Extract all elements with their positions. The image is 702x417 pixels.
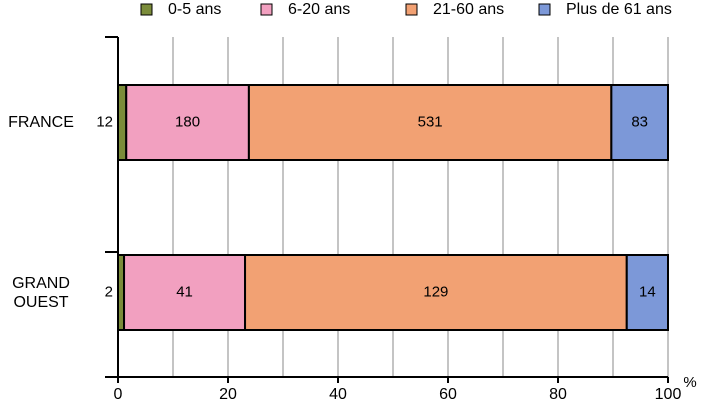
x-tick-label: 20	[219, 386, 237, 403]
x-tick-label: 0	[114, 386, 123, 403]
legend-label: 0-5 ans	[168, 1, 221, 18]
category-label: FRANCE	[8, 114, 74, 131]
bar-segment	[610, 84, 669, 161]
count-label: 12	[96, 113, 113, 130]
legend-swatch	[405, 3, 418, 16]
x-tick-label: 80	[549, 386, 567, 403]
x-unit: %	[683, 374, 696, 391]
x-tick-label: 60	[439, 386, 457, 403]
count-label: 2	[105, 283, 113, 300]
count-label: 129	[423, 283, 448, 300]
x-tick-label: 40	[329, 386, 347, 403]
legend-swatch	[140, 3, 153, 16]
bar-segment	[625, 254, 669, 331]
count-label: 531	[418, 113, 443, 130]
count-label: 180	[175, 113, 200, 130]
category-label: GRAND OUEST	[12, 274, 70, 311]
legend-label: Plus de 61 ans	[566, 1, 672, 18]
bar-segment	[123, 254, 247, 331]
count-label: 14	[639, 283, 656, 300]
legend-label: 6-20 ans	[288, 1, 350, 18]
count-label: 83	[631, 113, 648, 130]
legend-label: 21-60 ans	[433, 1, 504, 18]
count-label: 41	[176, 283, 193, 300]
bar-segment	[117, 84, 128, 161]
legend-swatch	[260, 3, 273, 16]
x-tick-label: 100	[655, 386, 682, 403]
bar-segment	[244, 254, 628, 331]
legend-swatch	[538, 3, 551, 16]
